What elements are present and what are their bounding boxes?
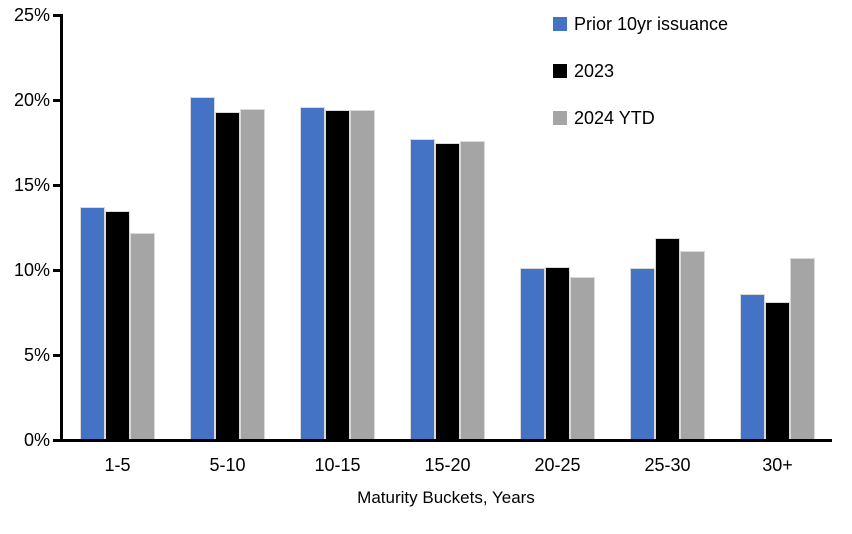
bar-group-10-15: [300, 15, 375, 440]
bar-prior-10yr-issuance: [190, 96, 215, 440]
x-axis-line: [60, 439, 832, 442]
y-tick-label: 5%: [23, 345, 50, 365]
legend-label: 2024 YTD: [574, 107, 655, 128]
bar-group-30+: [740, 15, 815, 440]
bar-prior-10yr-issuance: [80, 207, 105, 440]
legend-item: 2024 YTD: [553, 108, 728, 128]
legend-label: Prior 10yr issuance: [574, 13, 729, 34]
bar-2023: [435, 142, 460, 440]
bar-2023: [215, 111, 240, 440]
bar-2024-ytd: [790, 258, 815, 440]
legend-item: Prior 10yr issuance: [553, 14, 728, 34]
legend-swatch-icon: [553, 17, 567, 31]
bar-2023: [545, 266, 570, 440]
bar-group-20-25: [520, 15, 595, 440]
bar-2024-ytd: [240, 108, 265, 440]
y-axis-tick: [53, 353, 61, 357]
y-axis-tick: [53, 268, 61, 272]
bar-group-1-5: [80, 15, 155, 440]
bar-2023: [325, 110, 350, 440]
y-tick-label: 15%: [13, 175, 50, 195]
bar-prior-10yr-issuance: [410, 139, 435, 440]
y-tick-label: 20%: [13, 90, 50, 110]
x-category-label: 10-15: [314, 455, 361, 475]
y-axis-tick: [53, 183, 61, 187]
y-tick-label: 0%: [23, 430, 50, 450]
bar-2024-ytd: [460, 140, 485, 440]
y-tick-label: 10%: [13, 260, 50, 280]
bar-group-25-30: [630, 15, 705, 440]
bar-2024-ytd: [680, 251, 705, 440]
x-category-label: 5-10: [209, 455, 246, 475]
bar-2024-ytd: [570, 276, 595, 440]
y-axis-tick: [53, 98, 61, 102]
legend-label: 2023: [574, 60, 615, 81]
bar-group-5-10: [190, 15, 265, 440]
bar-2024-ytd: [130, 232, 155, 440]
y-tick-label: 25%: [13, 5, 50, 25]
x-category-label: 30+: [762, 455, 793, 475]
bar-2024-ytd: [350, 110, 375, 440]
legend-item: 2023: [553, 61, 728, 81]
x-category-label: 15-20: [424, 455, 471, 475]
x-category-label: 25-30: [644, 455, 691, 475]
bar-2023: [105, 210, 130, 440]
bar-prior-10yr-issuance: [740, 293, 765, 440]
bar-prior-10yr-issuance: [630, 268, 655, 440]
bar-prior-10yr-issuance: [520, 268, 545, 440]
x-axis-title: Maturity Buckets, Years: [357, 488, 535, 507]
bar-prior-10yr-issuance: [300, 106, 325, 440]
bar-2023: [765, 302, 790, 440]
y-axis-tick: [53, 438, 61, 442]
bar-group-15-20: [410, 15, 485, 440]
y-axis-line: [60, 14, 63, 441]
bar-2023: [655, 237, 680, 440]
legend: Prior 10yr issuance 2023 2024 YTD: [553, 14, 728, 155]
x-category-label: 20-25: [534, 455, 581, 475]
legend-swatch-icon: [553, 64, 567, 78]
x-category-label: 1-5: [104, 455, 131, 475]
y-axis-tick: [53, 13, 61, 17]
legend-swatch-icon: [553, 111, 567, 125]
